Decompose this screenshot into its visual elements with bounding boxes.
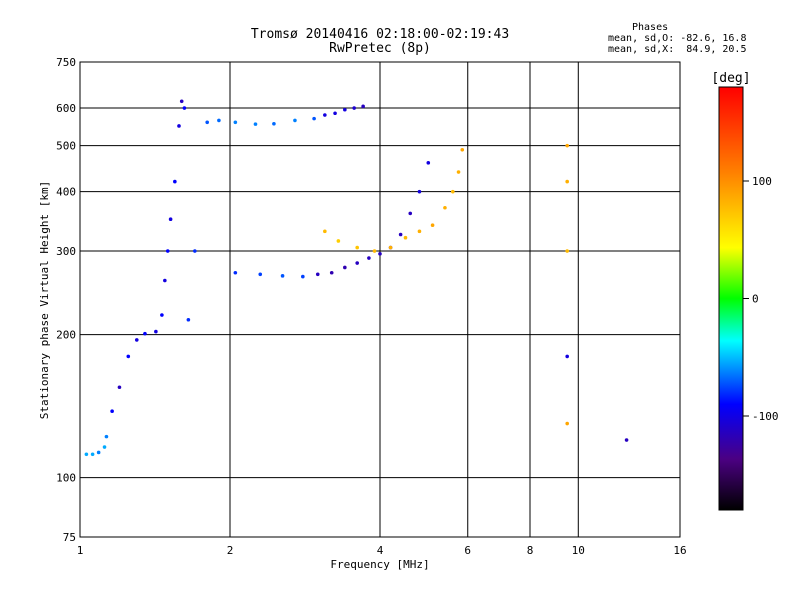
data-point	[565, 354, 569, 359]
data-point	[367, 256, 371, 260]
data-point	[408, 211, 413, 216]
data-point	[355, 261, 359, 265]
data-point	[456, 170, 461, 174]
y-tick-label: 400	[56, 186, 76, 199]
data-point	[205, 120, 209, 125]
data-point	[352, 106, 356, 110]
data-point	[378, 251, 382, 256]
data-point	[343, 107, 347, 112]
data-point	[417, 229, 422, 234]
colorbar-label: [deg]	[711, 71, 750, 86]
data-point	[90, 452, 95, 457]
data-point	[173, 179, 177, 184]
y-tick-label: 200	[56, 329, 76, 342]
data-point	[293, 118, 297, 123]
data-point	[143, 331, 147, 336]
data-point	[451, 189, 455, 194]
data-point	[193, 249, 197, 253]
data-point	[104, 434, 109, 439]
phase-stats-o: mean, sd,O: -82.6, 16.8	[608, 33, 747, 44]
data-point	[182, 106, 187, 110]
chart-title: Tromsø 20140416 02:18:00-02:19:43	[250, 27, 510, 42]
data-point	[323, 113, 327, 117]
data-point	[443, 205, 447, 210]
data-point	[315, 272, 320, 277]
data-point	[280, 274, 285, 278]
colorbar	[718, 86, 744, 511]
data-point	[163, 278, 167, 283]
chart-subtitle: RwPretec (8p)	[329, 41, 431, 56]
data-point	[565, 179, 569, 184]
colorbar-tick-label: 0	[752, 293, 759, 306]
y-tick-labels: 75 100 200 300 400 500 600 750	[56, 56, 76, 544]
data-point	[160, 313, 164, 317]
data-point	[372, 249, 377, 253]
y-tick-label: 500	[56, 140, 76, 153]
colorbar-ticks: 100 0 -100	[743, 175, 779, 423]
x-tick-label: 4	[377, 544, 384, 557]
data-point	[154, 329, 158, 334]
data-point	[186, 317, 191, 322]
data-point	[301, 274, 305, 279]
data-point	[117, 385, 122, 390]
x-tick-label: 6	[464, 544, 471, 557]
data-point	[336, 239, 341, 243]
y-tick-label: 75	[63, 531, 76, 544]
data-point	[329, 270, 334, 275]
data-point	[565, 249, 569, 253]
data-point	[126, 354, 131, 359]
phases-label: Phases	[632, 22, 669, 33]
data-point	[96, 450, 101, 455]
colorbar-tick-label: 100	[752, 175, 772, 188]
data-point	[110, 409, 114, 414]
data-point	[134, 338, 139, 342]
grid	[80, 62, 680, 537]
x-tick-label: 2	[227, 544, 234, 557]
x-tick-label: 16	[673, 544, 686, 557]
data-point	[417, 189, 422, 194]
x-tick-labels: 1 2 4 6 8 10 16	[77, 544, 687, 557]
data-point	[323, 229, 327, 234]
data-point	[102, 445, 107, 449]
data-point	[403, 235, 408, 240]
data-point	[84, 452, 89, 457]
data-point	[565, 143, 569, 148]
data-point	[217, 118, 221, 123]
data-point	[233, 120, 238, 125]
y-axis-label: Stationary phase Virtual Height [km]	[38, 181, 51, 419]
data-point	[388, 245, 393, 250]
data-point	[233, 270, 238, 275]
data-point	[430, 223, 435, 228]
x-tick-label: 1	[77, 544, 84, 557]
x-tick-label: 10	[572, 544, 585, 557]
data-point	[460, 148, 465, 152]
x-tick-label: 8	[527, 544, 534, 557]
y-tick-label: 300	[56, 245, 76, 258]
data-point	[253, 122, 258, 126]
data-point	[312, 116, 316, 121]
data-point	[361, 104, 365, 109]
data-point	[355, 245, 359, 250]
data-points	[84, 99, 629, 457]
data-point	[565, 421, 569, 426]
y-tick-label: 750	[56, 56, 76, 69]
y-tick-label: 100	[56, 472, 76, 485]
x-axis-label: Frequency [MHz]	[330, 558, 429, 571]
data-point	[177, 124, 181, 128]
data-point	[168, 217, 173, 222]
data-point	[165, 249, 170, 253]
y-tick-label: 600	[56, 102, 76, 115]
data-point	[179, 99, 184, 104]
data-point	[426, 161, 431, 165]
data-point	[272, 121, 276, 126]
colorbar-tick-label: -100	[752, 410, 779, 423]
data-point	[624, 438, 629, 442]
data-point	[333, 111, 337, 116]
phase-stats-x: mean, sd,X: 84.9, 20.5	[608, 44, 747, 55]
data-point	[398, 232, 403, 237]
data-point	[343, 265, 347, 270]
data-point	[258, 272, 263, 277]
